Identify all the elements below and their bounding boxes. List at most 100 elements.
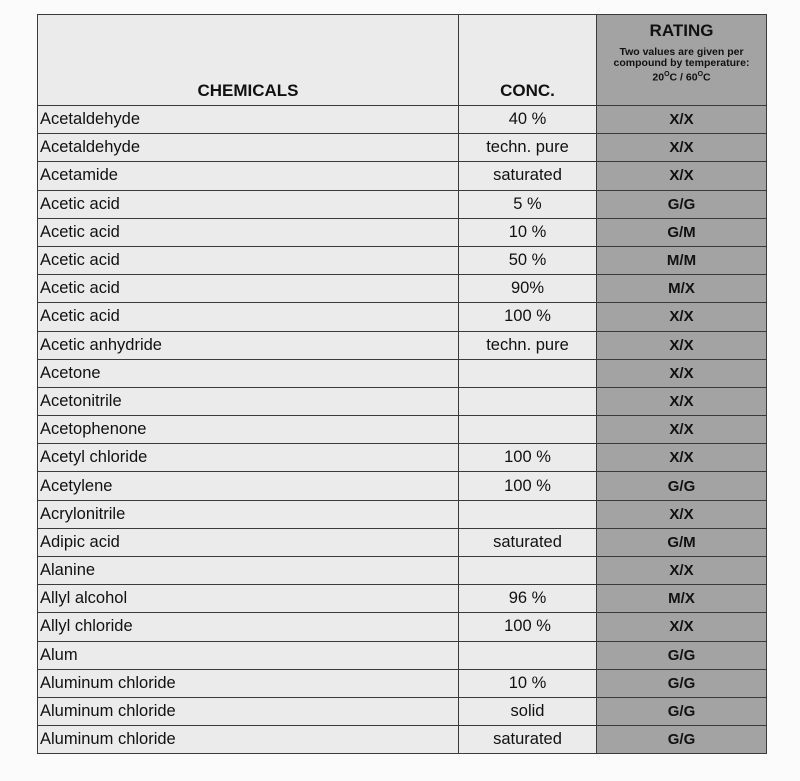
table-row: Acetone X/X <box>37 358 767 388</box>
rating-cell: X/X <box>596 133 767 163</box>
rating-cell: X/X <box>596 161 767 191</box>
conc-cell: 40 % <box>458 104 597 135</box>
conc-cell: techn. pure <box>458 133 597 163</box>
chemical-cell: Acetic acid <box>37 217 459 247</box>
table-row: Allyl chloride 100 % X/X <box>37 612 767 642</box>
chemical-cell: Aluminum chloride <box>37 668 459 698</box>
conc-cell: saturated <box>458 527 597 558</box>
chemical-cell: Allyl alcohol <box>37 584 459 614</box>
conc-cell: 5 % <box>458 189 597 219</box>
chemicals-header: CHEMICALS <box>37 14 459 106</box>
rating-cell: X/X <box>596 555 767 586</box>
conc-cell: 100 % <box>458 302 597 332</box>
table-row: Acetonitrile X/X <box>37 386 767 417</box>
rating-cell: M/X <box>596 584 767 614</box>
chemical-cell: Acetonitrile <box>37 386 459 417</box>
conc-cell: 90% <box>458 274 597 304</box>
conc-cell: 100 % <box>458 612 597 642</box>
table-row: Alanine X/X <box>37 555 767 586</box>
table-row: Acetyl chloride 100 % X/X <box>37 443 767 473</box>
rating-cell: X/X <box>596 415 767 445</box>
rating-cell: G/G <box>596 640 767 670</box>
table-row: Acetic acid 5 % G/G <box>37 189 767 219</box>
rating-cell: M/X <box>596 274 767 304</box>
chemical-cell: Acetophenone <box>37 415 459 445</box>
conc-cell: techn. pure <box>458 330 597 360</box>
conc-cell: 96 % <box>458 584 597 614</box>
rating-cell: X/X <box>596 104 767 135</box>
rating-cell: G/G <box>596 189 767 219</box>
chemical-cell: Acetylene <box>37 471 459 501</box>
rating-cell: X/X <box>596 302 767 332</box>
rating-cell: X/X <box>596 386 767 417</box>
chemical-cell: Acetaldehyde <box>37 133 459 163</box>
chemical-cell: Acetic acid <box>37 189 459 219</box>
chemical-cell: Allyl chloride <box>37 612 459 642</box>
table-row: Acetylene 100 % G/G <box>37 471 767 501</box>
chemical-cell: Acetic acid <box>37 245 459 276</box>
table-row: Alum G/G <box>37 640 767 670</box>
chemical-cell: Acetaldehyde <box>37 104 459 135</box>
table-row: Aluminum chloride solid G/G <box>37 696 767 727</box>
rating-note: Two values are given per compound by tem… <box>613 46 750 69</box>
chemical-cell: Aluminum chloride <box>37 725 459 755</box>
rating-title: RATING <box>649 21 714 40</box>
rating-cell: X/X <box>596 443 767 473</box>
chemical-cell: Aluminum chloride <box>37 696 459 727</box>
chemical-cell: Acetic acid <box>37 302 459 332</box>
conc-cell <box>458 499 597 529</box>
chemical-cell: Acetic acid <box>37 274 459 304</box>
rating-cell: X/X <box>596 358 767 388</box>
table-row: Aluminum chloride 10 % G/G <box>37 668 767 698</box>
table-row: Acetic acid 90% M/X <box>37 274 767 304</box>
rating-header: RATING Two values are given per compound… <box>596 14 767 106</box>
chemical-cell: Alum <box>37 640 459 670</box>
table-row: Acetaldehyde 40 % X/X <box>37 104 767 135</box>
chemical-cell: Acetyl chloride <box>37 443 459 473</box>
rating-cell: G/G <box>596 668 767 698</box>
chemical-cell: Acetamide <box>37 161 459 191</box>
table-row: Acetamide saturated X/X <box>37 161 767 191</box>
conc-cell: 10 % <box>458 668 597 698</box>
conc-cell: 100 % <box>458 471 597 501</box>
rating-cell: M/M <box>596 245 767 276</box>
conc-cell: 10 % <box>458 217 597 247</box>
conc-cell <box>458 386 597 417</box>
rating-temperatures: 20OC / 60OC <box>652 71 711 84</box>
conc-cell: 50 % <box>458 245 597 276</box>
chemical-cell: Alanine <box>37 555 459 586</box>
rating-cell: G/M <box>596 217 767 247</box>
conc-cell: saturated <box>458 161 597 191</box>
chemical-resistance-table: CHEMICALS CONC. RATING Two values are gi… <box>37 14 767 755</box>
header-row: CHEMICALS CONC. RATING Two values are gi… <box>37 14 767 106</box>
chemical-cell: Acetic anhydride <box>37 330 459 360</box>
table-row: Adipic acid saturated G/M <box>37 527 767 558</box>
rating-cell: X/X <box>596 330 767 360</box>
rating-cell: X/X <box>596 612 767 642</box>
conc-header: CONC. <box>458 14 597 106</box>
table-row: Acetic anhydride techn. pure X/X <box>37 330 767 360</box>
chemical-cell: Adipic acid <box>37 527 459 558</box>
table-row: Acetic acid 10 % G/M <box>37 217 767 247</box>
chemical-cell: Acrylonitrile <box>37 499 459 529</box>
table-row: Acetaldehyde techn. pure X/X <box>37 133 767 163</box>
table-row: Acetic acid 50 % M/M <box>37 245 767 276</box>
conc-cell <box>458 415 597 445</box>
table-row: Acrylonitrile X/X <box>37 499 767 529</box>
rating-cell: G/G <box>596 471 767 501</box>
rating-cell: X/X <box>596 499 767 529</box>
conc-cell: solid <box>458 696 597 727</box>
chemical-cell: Acetone <box>37 358 459 388</box>
conc-cell <box>458 358 597 388</box>
rating-cell: G/M <box>596 527 767 558</box>
rating-cell: G/G <box>596 696 767 727</box>
table-row: Acetic acid 100 % X/X <box>37 302 767 332</box>
conc-cell <box>458 555 597 586</box>
table-row: Allyl alcohol 96 % M/X <box>37 584 767 614</box>
conc-cell: saturated <box>458 725 597 755</box>
table-row: Acetophenone X/X <box>37 415 767 445</box>
conc-cell: 100 % <box>458 443 597 473</box>
rating-cell: G/G <box>596 725 767 755</box>
table-row: Aluminum chloride saturated G/G <box>37 725 767 755</box>
conc-cell <box>458 640 597 670</box>
